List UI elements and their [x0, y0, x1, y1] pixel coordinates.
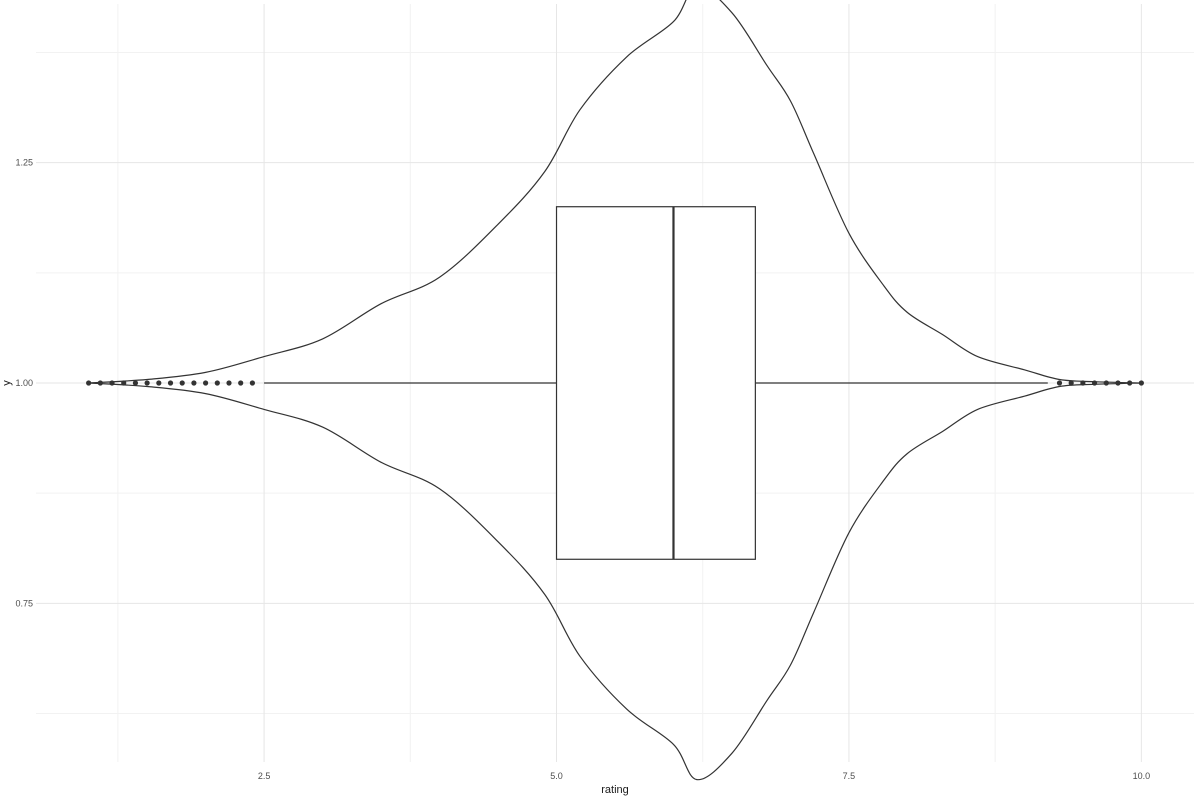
outlier-points: [86, 380, 1144, 386]
outlier-point: [1115, 380, 1121, 386]
outlier-point: [132, 380, 139, 386]
outlier-point: [144, 380, 150, 386]
outlier-point: [214, 380, 220, 386]
outlier-point: [249, 380, 255, 386]
outlier-point: [1103, 380, 1109, 386]
y-tick-label: 0.75: [15, 598, 33, 608]
outlier-point: [86, 380, 92, 386]
outlier-point: [238, 380, 244, 386]
y-axis-title: y: [1, 380, 13, 386]
outlier-point: [1127, 380, 1133, 386]
x-tick-label: 2.5: [258, 771, 271, 781]
outlier-point: [1080, 380, 1086, 386]
outlier-point: [1068, 380, 1074, 386]
y-tick-label: 1.25: [15, 158, 33, 168]
outlier-point: [1138, 380, 1144, 386]
outlier-point: [203, 380, 209, 386]
y-tick-label: 1.00: [15, 378, 33, 388]
tick-labels: 2.5 5.0 7.5 10.0 0.75 1.00 1.25: [15, 158, 1150, 781]
x-tick-label: 7.5: [843, 771, 856, 781]
outlier-point: [226, 380, 232, 386]
outlier-point: [179, 380, 185, 386]
outlier-point: [167, 380, 174, 386]
outlier-point: [1056, 380, 1063, 386]
iqr-box: [555, 206, 756, 560]
outlier-point: [1091, 380, 1098, 386]
outlier-point: [156, 380, 162, 386]
x-axis-title: rating: [601, 784, 629, 796]
x-tick-label: 10.0: [1133, 771, 1151, 781]
outlier-point: [109, 380, 115, 386]
outlier-point: [121, 380, 127, 386]
outlier-point: [97, 380, 103, 386]
x-tick-label: 5.0: [550, 771, 563, 781]
outlier-point: [191, 380, 197, 386]
boxplot-layer: [264, 206, 1048, 560]
